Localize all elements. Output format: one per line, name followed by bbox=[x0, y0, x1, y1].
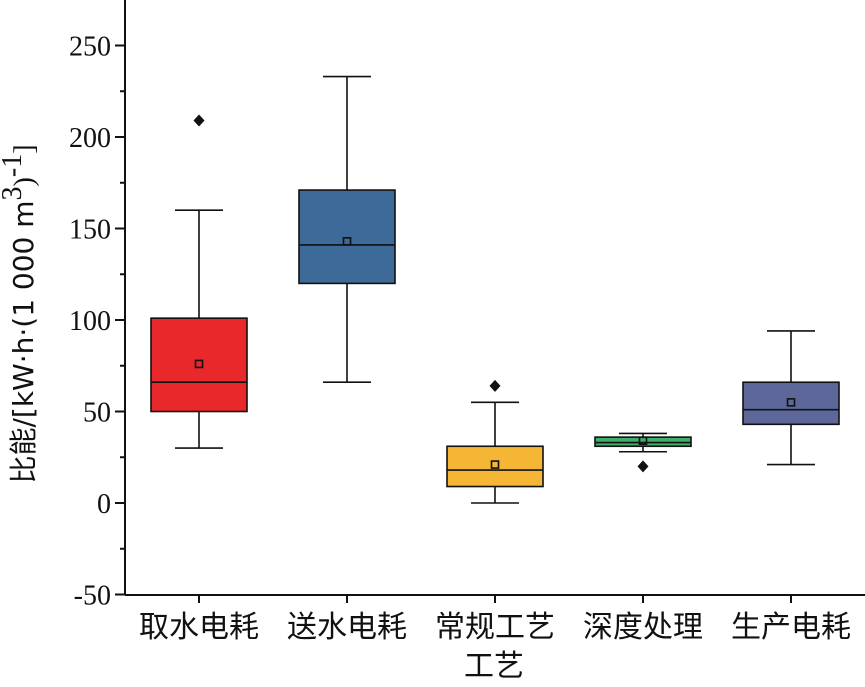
y-axis-ticks: -50 0 50 100 150 200 250 bbox=[69, 32, 125, 612]
x-tick-label: 送水电耗 bbox=[287, 610, 407, 645]
box-group bbox=[446, 379, 544, 504]
box-group bbox=[742, 330, 840, 466]
x-tick-label: 取水电耗 bbox=[139, 610, 259, 645]
y-tick-label: 50 bbox=[83, 398, 111, 429]
mean-marker bbox=[342, 237, 352, 246]
x-axis-ticks: 取水电耗 送水电耗 常规工艺 深度处理 生产电耗 bbox=[139, 595, 851, 645]
y-axis-title: 比能/[kW·h·(1 000 m3)-1] bbox=[0, 144, 40, 483]
y-tick-label: -50 bbox=[74, 581, 111, 612]
outlier-point bbox=[489, 379, 501, 392]
mean-marker bbox=[490, 460, 500, 469]
outlier-point bbox=[193, 114, 205, 127]
y-tick-label: 150 bbox=[69, 215, 111, 246]
y-axis-title-prefix: 比能/[kW·h·(1 000 m bbox=[7, 200, 40, 483]
mean-marker bbox=[786, 398, 796, 407]
mean-marker bbox=[638, 436, 648, 446]
iqr-box bbox=[742, 381, 840, 426]
x-axis-title: 工艺 bbox=[464, 649, 524, 684]
box-group bbox=[298, 75, 396, 384]
y-axis-title-mid: ) bbox=[9, 177, 40, 186]
y-tick-label: 200 bbox=[69, 123, 111, 154]
box-group bbox=[594, 432, 692, 473]
y-axis-title-sup2: -1 bbox=[0, 154, 28, 177]
y-axis-title-sup1: 3 bbox=[0, 186, 28, 200]
iqr-box bbox=[150, 317, 248, 413]
iqr-box bbox=[446, 445, 544, 488]
mean-marker bbox=[194, 359, 204, 369]
outlier-point bbox=[637, 460, 649, 473]
y-tick-label: 0 bbox=[97, 489, 111, 520]
x-tick-label: 常规工艺 bbox=[435, 610, 555, 645]
plot-area bbox=[150, 75, 840, 504]
y-tick-label: 100 bbox=[69, 306, 111, 337]
x-tick-label: 深度处理 bbox=[583, 610, 703, 645]
iqr-box bbox=[298, 189, 396, 285]
y-axis-title-suffix: ] bbox=[9, 144, 40, 153]
x-tick-label: 生产电耗 bbox=[731, 610, 851, 645]
svg-text:比能/[kW·h·(1 000 m3)-1]: 比能/[kW·h·(1 000 m3)-1] bbox=[0, 144, 40, 483]
y-tick-label: 250 bbox=[69, 32, 111, 63]
box-group bbox=[150, 114, 248, 449]
